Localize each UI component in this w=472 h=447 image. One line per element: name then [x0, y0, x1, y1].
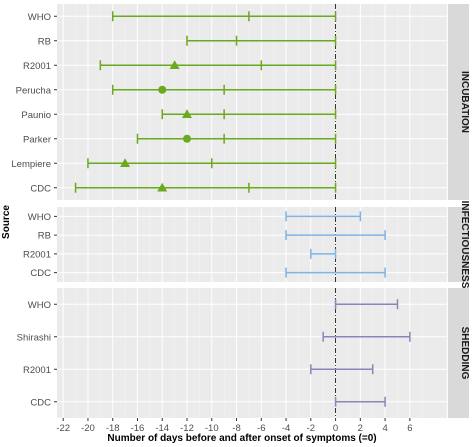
interval-row: RB: [38, 35, 337, 47]
y-tick-label: RB: [38, 36, 51, 47]
y-tick-label: R2001: [23, 61, 51, 72]
facet-strip: [448, 207, 469, 282]
panel-background: [57, 288, 447, 418]
y-tick-label: CDC: [30, 397, 51, 408]
x-axis-title: Number of days before and after onset of…: [107, 433, 376, 444]
x-tick-label: -6: [257, 423, 265, 434]
y-tick-label: WHO: [28, 12, 51, 23]
y-axis-title: Source: [1, 205, 12, 239]
x-tick-label: -14: [155, 423, 169, 434]
interval-row: Lempiere: [11, 158, 337, 170]
y-tick-label: CDC: [30, 268, 51, 279]
y-tick-label: Shirashi: [17, 332, 51, 343]
y-tick-label: WHO: [28, 300, 51, 311]
x-tick-label: 6: [407, 423, 412, 434]
y-tick-label: WHO: [28, 212, 51, 223]
x-tick-label: -10: [205, 423, 219, 434]
interval-row: Parker: [23, 133, 337, 145]
x-tick-label: 0: [333, 423, 338, 434]
y-tick-label: Lempiere: [11, 159, 51, 170]
interval-row: WHO: [28, 11, 337, 23]
point-triangle-marker: [169, 60, 180, 69]
point-triangle-marker: [120, 158, 131, 167]
panels-layer: WHO RB R2001 Perucha Paunio Parker Lempiere CDC…: [11, 4, 470, 418]
facet-strip-label: SHEDDING: [459, 327, 470, 380]
x-tick-label: -2: [307, 423, 315, 434]
interval-row: Perucha: [16, 84, 337, 96]
x-tick-label: 4: [382, 423, 387, 434]
y-tick-label: R2001: [23, 249, 51, 260]
x-tick-label: -12: [180, 423, 194, 434]
interval-row: R2001: [23, 364, 374, 376]
interval-row: WHO: [28, 211, 362, 223]
facet-strip-label: INFECTIOUSNESS: [459, 201, 470, 289]
facet-strip: [448, 288, 469, 418]
panel-background: [57, 207, 447, 282]
x-tick-label: -20: [81, 423, 95, 434]
interval-row: WHO: [28, 299, 399, 311]
y-tick-label: CDC: [30, 183, 51, 194]
y-tick-label: Paunio: [21, 110, 51, 121]
y-tick-label: Parker: [23, 134, 51, 145]
interval-row: R2001: [23, 60, 337, 72]
y-tick-label: RB: [38, 231, 51, 242]
x-tick-label: -8: [232, 423, 240, 434]
x-tick-label: -22: [56, 423, 70, 434]
point-triangle-marker: [157, 182, 168, 192]
interval-row: CDC: [30, 267, 386, 279]
point-circle-marker: [183, 134, 191, 143]
point-circle-marker: [158, 85, 167, 94]
x-tick-label: -18: [106, 423, 120, 434]
interval-row: CDC: [30, 396, 386, 408]
x-tick-label: 2: [358, 423, 363, 434]
panel-incubation: WHO RB R2001 Perucha Paunio Parker Lempiere CDC…: [11, 4, 470, 200]
x-tick-label: -16: [131, 423, 145, 434]
x-axis: -22 -20 -18 -16 -14 -12 -10 -8 -6 -4 -2 0 2 4 6: [56, 418, 413, 434]
panel-infectiousness: WHO RB R2001 CDC INFECTIOUSNESS: [23, 201, 470, 289]
interval-row: Paunio: [21, 109, 337, 121]
interval-row: R2001: [23, 248, 337, 260]
interval-row: CDC: [30, 182, 337, 194]
y-tick-label: R2001: [23, 365, 51, 376]
y-tick-label: Perucha: [16, 85, 52, 96]
facet-strip-label: INCUBATION: [459, 71, 470, 133]
point-triangle-marker: [182, 109, 192, 118]
panel-background: [57, 4, 447, 200]
interval-row: RB: [38, 230, 386, 242]
facet-strip: [448, 4, 469, 200]
x-tick-label: -4: [282, 423, 290, 434]
interval-row: Shirashi: [17, 331, 411, 343]
panel-shedding: WHO Shirashi R2001 CDC SHEDDING: [17, 288, 470, 418]
